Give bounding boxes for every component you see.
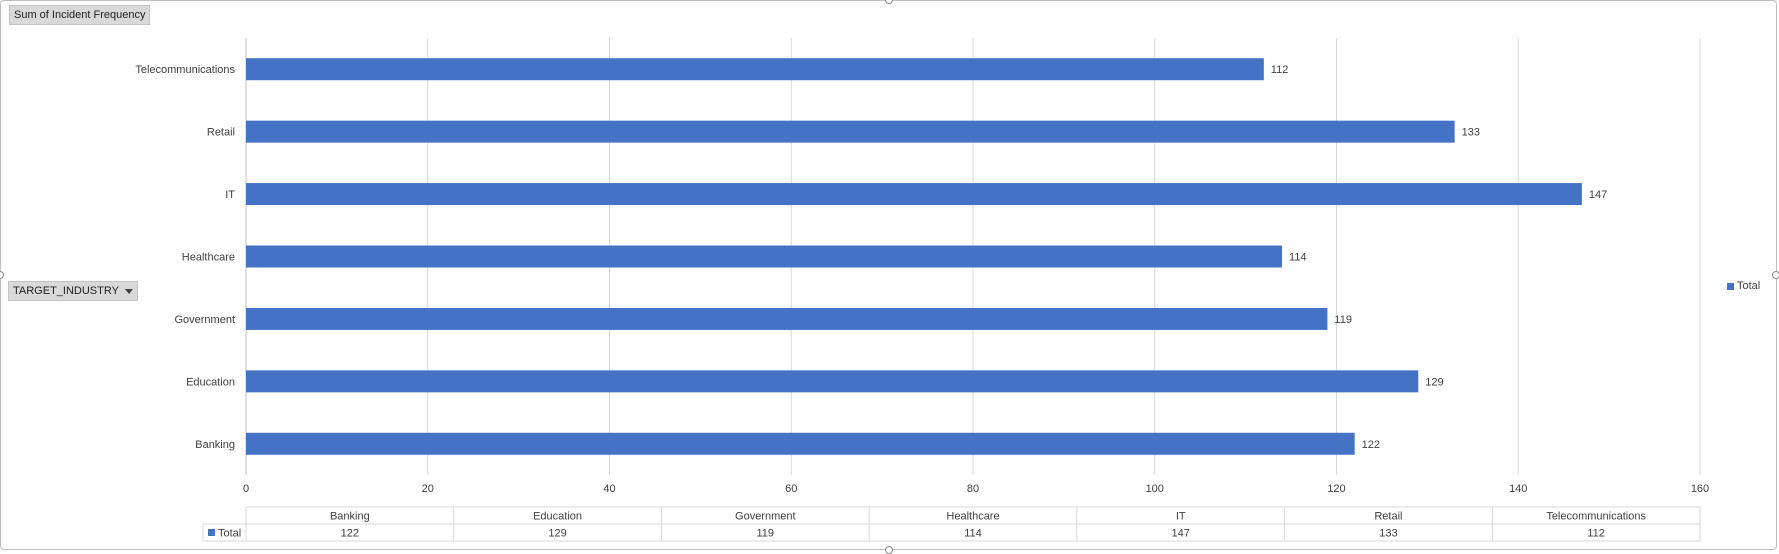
data-label: 112 xyxy=(1271,64,1289,76)
value-field-label: Sum of Incident Frequency xyxy=(14,9,146,21)
category-label: Education xyxy=(186,376,235,388)
data-label: 129 xyxy=(1425,376,1443,388)
data-table-header-cell: Telecommunications xyxy=(1546,511,1646,523)
data-table-legend-key xyxy=(208,529,215,536)
category-label: IT xyxy=(225,189,235,201)
data-table-value-cell: 119 xyxy=(757,528,775,540)
data-table-header-cell: Banking xyxy=(330,511,370,523)
data-table-value-cell: 133 xyxy=(1379,528,1397,540)
legend-swatch-total xyxy=(1727,282,1734,290)
x-tick-label: 60 xyxy=(785,483,797,495)
data-table-header-cell: IT xyxy=(1176,511,1186,523)
bar-healthcare[interactable] xyxy=(246,245,1282,268)
axis-field-label: TARGET_INDUSTRY xyxy=(13,285,119,297)
data-table-header-cell: Healthcare xyxy=(946,511,999,523)
bar-it[interactable] xyxy=(246,183,1582,206)
data-table-value-cell: 112 xyxy=(1587,528,1605,540)
data-label: 119 xyxy=(1334,314,1352,326)
category-label: Healthcare xyxy=(182,252,235,264)
data-label: 147 xyxy=(1589,189,1607,201)
x-tick-label: 40 xyxy=(603,483,615,495)
x-tick-label: 120 xyxy=(1327,483,1345,495)
x-tick-label: 80 xyxy=(967,483,979,495)
x-tick-label: 0 xyxy=(243,483,249,495)
data-table-row-label: Total xyxy=(218,528,241,540)
data-table-header-cell: Government xyxy=(735,511,796,523)
data-table-header-cell: Retail xyxy=(1374,511,1402,523)
x-tick-label: 20 xyxy=(422,483,434,495)
x-tick-label: 160 xyxy=(1691,483,1709,495)
category-label: Telecommunications xyxy=(135,64,235,76)
data-label: 122 xyxy=(1362,439,1380,451)
bar-telecommunications[interactable] xyxy=(246,58,1264,81)
data-label: 133 xyxy=(1462,127,1480,139)
resize-handle-right[interactable] xyxy=(1772,271,1779,279)
x-tick-label: 140 xyxy=(1509,483,1527,495)
data-table-value-cell: 114 xyxy=(964,528,982,540)
axis-field-button[interactable]: TARGET_INDUSTRY xyxy=(8,281,138,301)
category-label: Banking xyxy=(195,439,235,451)
data-table-value-cell: 147 xyxy=(1172,528,1190,540)
legend[interactable]: Total xyxy=(1727,280,1760,292)
data-table-value-cell: 122 xyxy=(341,528,359,540)
bar-banking[interactable] xyxy=(246,432,1355,455)
category-label: Retail xyxy=(207,127,235,139)
bar-retail[interactable] xyxy=(246,120,1455,143)
value-field-button[interactable]: Sum of Incident Frequency xyxy=(9,5,151,25)
category-label: Government xyxy=(174,314,235,326)
data-label: 114 xyxy=(1289,252,1307,264)
data-table-header-cell: Education xyxy=(533,511,582,523)
legend-label-total: Total xyxy=(1737,280,1761,292)
dropdown-arrow-icon[interactable] xyxy=(124,288,133,294)
bar-government[interactable] xyxy=(246,307,1328,330)
bar-education[interactable] xyxy=(246,370,1419,393)
data-table-value-cell: 129 xyxy=(548,528,566,540)
x-tick-label: 100 xyxy=(1146,483,1164,495)
